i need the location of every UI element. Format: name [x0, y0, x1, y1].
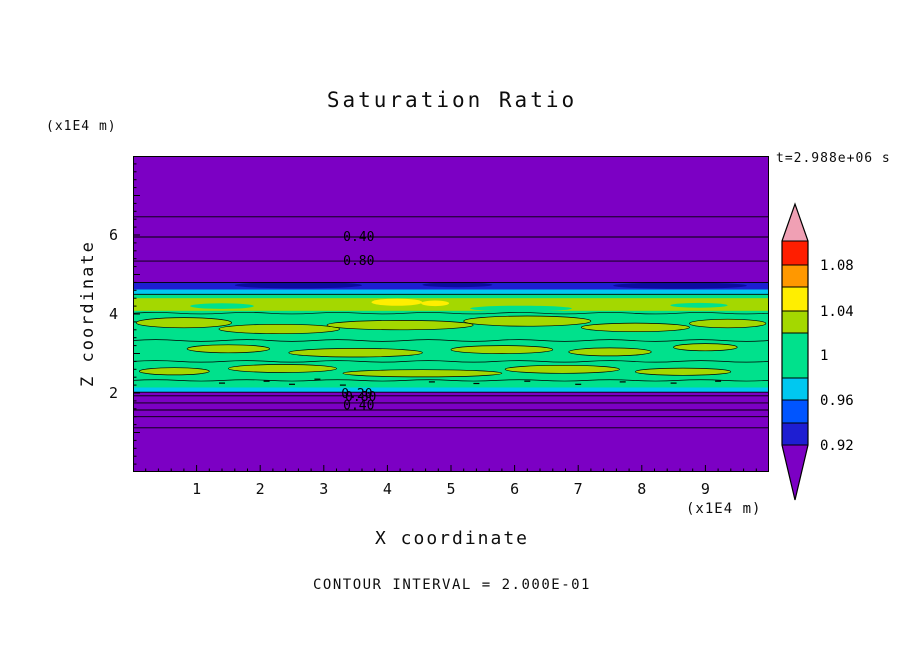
contour-blob	[326, 320, 474, 331]
contour-line-wavy	[133, 360, 769, 363]
contour-blob	[673, 343, 738, 352]
value-patch	[421, 300, 450, 307]
contour-line-wavy	[133, 379, 769, 382]
colorbar-label: 0.96	[820, 393, 854, 409]
contour-blob	[504, 364, 620, 374]
colorbar-segment	[782, 378, 808, 400]
colorbar-label: 1.04	[820, 304, 854, 320]
contour-plot: 0.400.800.200.800.40	[133, 156, 769, 472]
contour-blob	[635, 367, 732, 376]
contour-blob	[218, 323, 341, 335]
x-tick-label: 6	[510, 480, 520, 498]
value-patch	[190, 303, 254, 309]
contour-blob	[580, 322, 690, 333]
z-axis-label: Z coordinate	[78, 240, 98, 388]
value-patch	[234, 282, 362, 289]
contour-line-wavy	[133, 339, 769, 342]
x-tick-label: 3	[319, 480, 329, 498]
x-axis-label: X coordinate	[374, 528, 530, 549]
colorbar-segment	[782, 400, 808, 423]
contour-blob	[228, 364, 337, 373]
chart-title: Saturation Ratio	[326, 88, 578, 112]
value-patch	[470, 305, 572, 312]
colorbar-segment	[782, 311, 808, 333]
time-annotation: t=2.988e+06 s	[776, 151, 891, 166]
z-axis-unit: (x1E4 m)	[46, 119, 117, 134]
colorbar-segment	[782, 241, 808, 265]
x-tick-label: 4	[382, 480, 392, 498]
x-tick-label: 2	[255, 480, 265, 498]
value-patch	[422, 282, 493, 288]
contour-blob	[186, 344, 271, 354]
value-band	[133, 289, 769, 295]
value-patch	[613, 282, 747, 289]
value-band	[133, 387, 769, 393]
contour-label: 0.80	[343, 254, 374, 269]
colorbar-outline	[781, 202, 809, 501]
plot-border	[133, 156, 769, 472]
x-tick-label: 1	[192, 480, 202, 498]
contour-blob	[450, 345, 554, 354]
contour-label: 0.40	[343, 399, 374, 414]
colorbar-segment	[782, 423, 808, 445]
contour-line-wavy	[133, 312, 769, 315]
colorbar-segment	[782, 333, 808, 378]
contour-blob	[463, 315, 592, 327]
colorbar-label: 0.92	[820, 438, 854, 454]
value-patch	[371, 298, 423, 306]
contour-blob	[689, 318, 767, 329]
colorbar-top-arrow	[782, 204, 808, 241]
colorbar-segment	[782, 287, 808, 311]
contour-blob	[288, 348, 423, 358]
contour-label: 0.20	[341, 387, 372, 402]
x-tick-label: 5	[446, 480, 456, 498]
x-tick-label: 7	[573, 480, 583, 498]
contour-label: 0.80	[345, 390, 376, 405]
colorbar-segment	[782, 265, 808, 287]
value-patch	[670, 302, 728, 308]
contour-label: 0.40	[343, 230, 374, 245]
x-tick-label: 9	[700, 480, 710, 498]
contour-blob	[342, 369, 503, 378]
x-tick-label: 8	[637, 480, 647, 498]
contour-blob	[138, 367, 210, 376]
contour-interval-note: CONTOUR INTERVAL = 2.000E-01	[312, 577, 591, 593]
colorbar-label: 1	[820, 348, 828, 364]
colorbar-label: 1.08	[820, 258, 854, 274]
contour-blob	[135, 317, 232, 329]
colorbar-bottom-arrow	[782, 445, 808, 500]
x-axis-unit: (x1E4 m)	[686, 501, 762, 517]
colorbar: 1.08 1.04 1 0.96 0.92	[781, 202, 854, 501]
x-tick-labels: 1 2 3 4 5 6 7 8 9	[133, 480, 769, 500]
contour-blob	[568, 347, 652, 357]
value-band	[133, 298, 769, 311]
